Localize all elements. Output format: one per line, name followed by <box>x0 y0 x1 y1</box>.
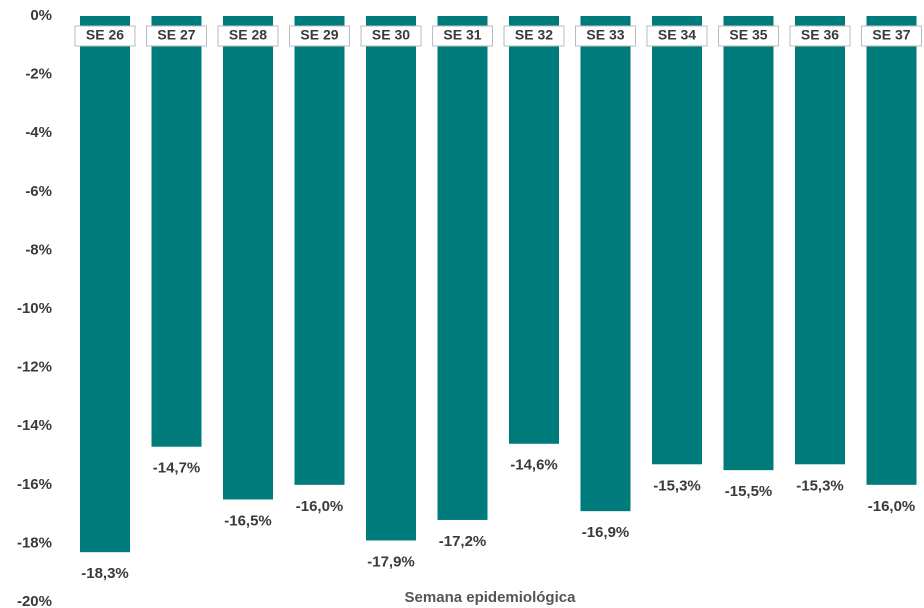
y-tick-label: -2% <box>25 66 52 83</box>
category-box <box>74 25 136 47</box>
bar <box>866 16 917 485</box>
x-tick-label: SE 33 <box>586 27 624 43</box>
y-tick-label: -18% <box>17 534 52 551</box>
y-tick-label: -20% <box>17 593 52 608</box>
category-box <box>432 25 493 47</box>
x-tick-label: SE 37 <box>872 27 910 43</box>
x-tick-label: SE 31 <box>443 27 481 43</box>
category-box <box>217 25 279 47</box>
category-box <box>503 25 565 47</box>
value-label: -15,3% <box>796 477 844 494</box>
bar <box>437 16 488 520</box>
category-box <box>789 25 851 47</box>
bar <box>151 16 202 447</box>
value-label: -17,2% <box>439 533 487 550</box>
bar <box>223 16 273 500</box>
x-tick-label: SE 32 <box>515 27 553 43</box>
value-label: -16,5% <box>224 512 272 529</box>
y-tick-label: 0% <box>30 7 52 24</box>
value-label: -16,0% <box>868 498 916 515</box>
x-tick-label: SE 35 <box>729 27 767 43</box>
y-tick-label: -14% <box>17 417 52 434</box>
x-tick-label: SE 36 <box>801 27 839 43</box>
bar <box>366 16 416 541</box>
value-label: -16,9% <box>582 524 630 541</box>
bar <box>580 16 631 512</box>
x-axis-label: Semana epidemiológica <box>405 589 577 606</box>
value-label: -15,5% <box>725 483 773 500</box>
bar <box>294 16 345 485</box>
y-tick-label: -8% <box>25 241 52 258</box>
category-box <box>360 25 422 47</box>
y-tick-label: -16% <box>17 476 52 493</box>
value-label: -14,6% <box>510 457 558 474</box>
x-tick-label: SE 26 <box>86 27 124 43</box>
category-box <box>646 25 708 47</box>
x-tick-label: SE 27 <box>157 27 195 43</box>
x-tick-label: SE 28 <box>229 27 267 43</box>
bar <box>652 16 702 465</box>
category-box <box>289 25 350 47</box>
y-tick-label: -6% <box>25 183 52 200</box>
value-label: -17,9% <box>367 553 415 570</box>
bar <box>723 16 774 471</box>
category-box <box>575 25 636 47</box>
value-label: -15,3% <box>653 477 701 494</box>
y-tick-label: -12% <box>17 359 52 376</box>
value-label: -16,0% <box>296 498 344 515</box>
value-label: -18,3% <box>81 565 129 582</box>
category-box <box>146 25 207 47</box>
x-tick-label: SE 29 <box>300 27 338 43</box>
value-label: -14,7% <box>153 460 201 477</box>
category-box <box>718 25 779 47</box>
x-tick-label: SE 30 <box>372 27 410 43</box>
bar <box>80 16 130 553</box>
x-tick-label: SE 34 <box>658 27 696 43</box>
y-tick-label: -10% <box>17 300 52 317</box>
bar <box>795 16 845 465</box>
y-tick-label: -4% <box>25 124 52 141</box>
bar <box>509 16 559 444</box>
category-box <box>861 25 922 47</box>
